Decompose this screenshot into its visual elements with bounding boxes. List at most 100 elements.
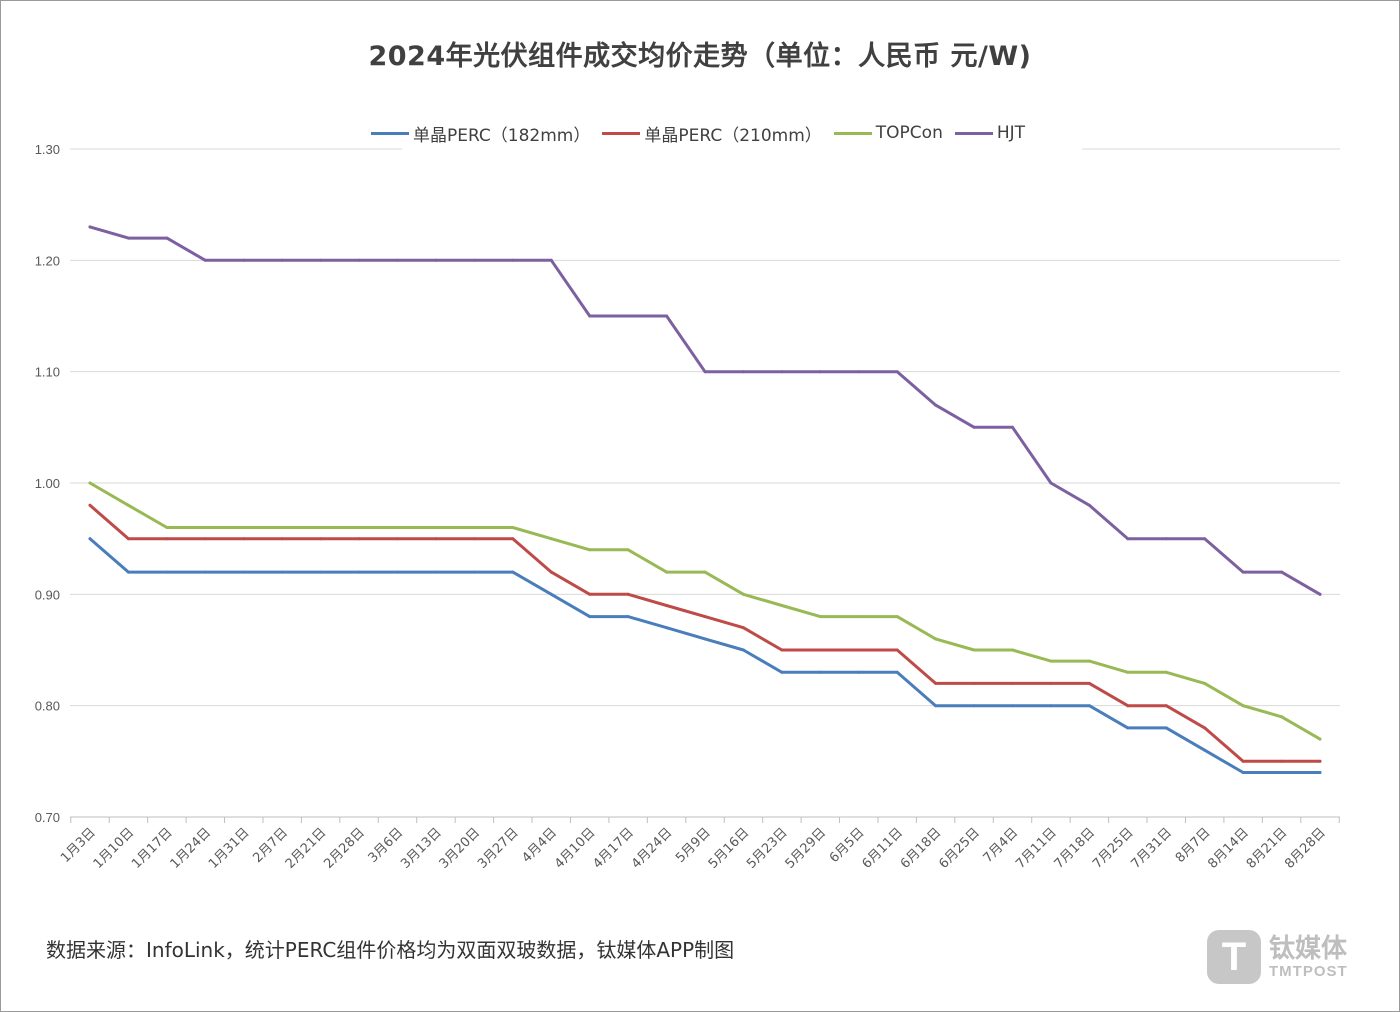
data-point (511, 537, 515, 541)
data-point (703, 637, 707, 641)
data-point (549, 570, 553, 574)
data-point (665, 314, 669, 318)
data-point (280, 537, 284, 541)
data-point (972, 704, 976, 708)
x-tick-label: 3月13日 (398, 825, 445, 872)
data-point (1049, 681, 1053, 685)
data-point (588, 592, 592, 596)
data-point (780, 670, 784, 674)
data-point (703, 615, 707, 619)
data-point (1203, 748, 1207, 752)
data-point (88, 503, 92, 507)
data-point (1049, 481, 1053, 485)
data-point (88, 537, 92, 541)
data-point (972, 681, 976, 685)
data-point (588, 314, 592, 318)
data-point (895, 615, 899, 619)
data-point (242, 526, 246, 529)
data-point (396, 537, 399, 541)
legend-label-hjt: HJT (996, 123, 1026, 143)
data-point (1164, 704, 1168, 708)
data-point (1203, 681, 1207, 685)
data-point (934, 637, 938, 641)
data-point (549, 592, 553, 596)
data-point (1241, 759, 1245, 763)
data-point (895, 648, 899, 652)
x-tick-label: 6月25日 (936, 825, 983, 872)
data-point (1126, 704, 1130, 708)
data-point (319, 258, 323, 262)
data-point (1087, 659, 1091, 663)
data-point (1203, 726, 1207, 730)
data-point (741, 648, 745, 652)
data-point (1164, 537, 1168, 541)
data-point (1280, 570, 1284, 574)
data-point (434, 537, 438, 541)
x-tick-label: 4月17日 (590, 825, 637, 872)
data-point (818, 670, 822, 674)
y-tick-label: 0.80 (35, 699, 60, 714)
x-tick-label: 7月18日 (1052, 825, 1099, 872)
data-point (126, 570, 130, 574)
data-point (434, 526, 438, 529)
y-tick-label: 0.90 (35, 587, 60, 602)
data-point (665, 626, 669, 630)
data-point (126, 537, 130, 541)
data-point (626, 592, 630, 596)
data-point (319, 537, 323, 541)
legend-swatch-perc-210 (602, 131, 641, 135)
x-tick-label: 4月10日 (552, 825, 599, 872)
legend-swatch-topcon (833, 131, 872, 135)
data-point (1280, 715, 1284, 719)
x-tick-label: 2月21日 (283, 825, 330, 872)
watermark-name-en: TMTPOST (1269, 962, 1348, 980)
data-point (319, 526, 323, 529)
data-point (203, 537, 207, 541)
data-point (1011, 704, 1014, 708)
data-point (434, 258, 438, 262)
watermark-logo-icon: T (1207, 930, 1261, 984)
data-point (88, 481, 92, 485)
x-tick-label: 3月27日 (475, 825, 522, 872)
data-point (472, 526, 476, 529)
series-line-2 (88, 481, 1322, 741)
data-point (857, 370, 861, 374)
data-point (165, 537, 169, 541)
data-point (1318, 737, 1322, 741)
x-tick-label: 1月31日 (206, 825, 253, 872)
data-point (396, 258, 399, 262)
data-point (934, 403, 938, 407)
legend-item-hjt: HJT (954, 123, 1026, 143)
data-point (780, 604, 784, 607)
data-point (1241, 704, 1245, 708)
data-point (1011, 425, 1014, 429)
data-point (1280, 759, 1284, 763)
x-tick-label: 5月29日 (783, 825, 830, 872)
data-point (1318, 759, 1322, 763)
x-tick-label: 1月24日 (168, 825, 215, 872)
data-point (165, 570, 169, 574)
data-point (203, 526, 207, 529)
data-point (1164, 726, 1168, 730)
data-point (203, 258, 207, 262)
data-point (1049, 704, 1053, 708)
data-point (242, 537, 246, 541)
data-point (857, 615, 861, 619)
data-point (1126, 537, 1130, 541)
legend-label-perc-210: 单晶PERC（210mm） (644, 125, 822, 146)
x-tick-label: 7月25日 (1090, 825, 1137, 872)
legend: 单晶PERC（182mm） 单晶PERC（210mm） TOPCon HJT (0, 118, 1400, 148)
y-tick-label: 1.20 (35, 253, 60, 268)
data-point (741, 592, 745, 596)
data-point (626, 314, 630, 318)
x-tick-label: 7月31日 (1129, 825, 1176, 872)
data-point (703, 570, 707, 574)
data-point (818, 648, 822, 652)
legend-swatch-perc-182 (370, 131, 409, 135)
data-point (126, 236, 130, 240)
data-point (280, 258, 284, 262)
data-point (665, 604, 669, 607)
data-point (1087, 704, 1091, 708)
data-point (741, 626, 745, 630)
